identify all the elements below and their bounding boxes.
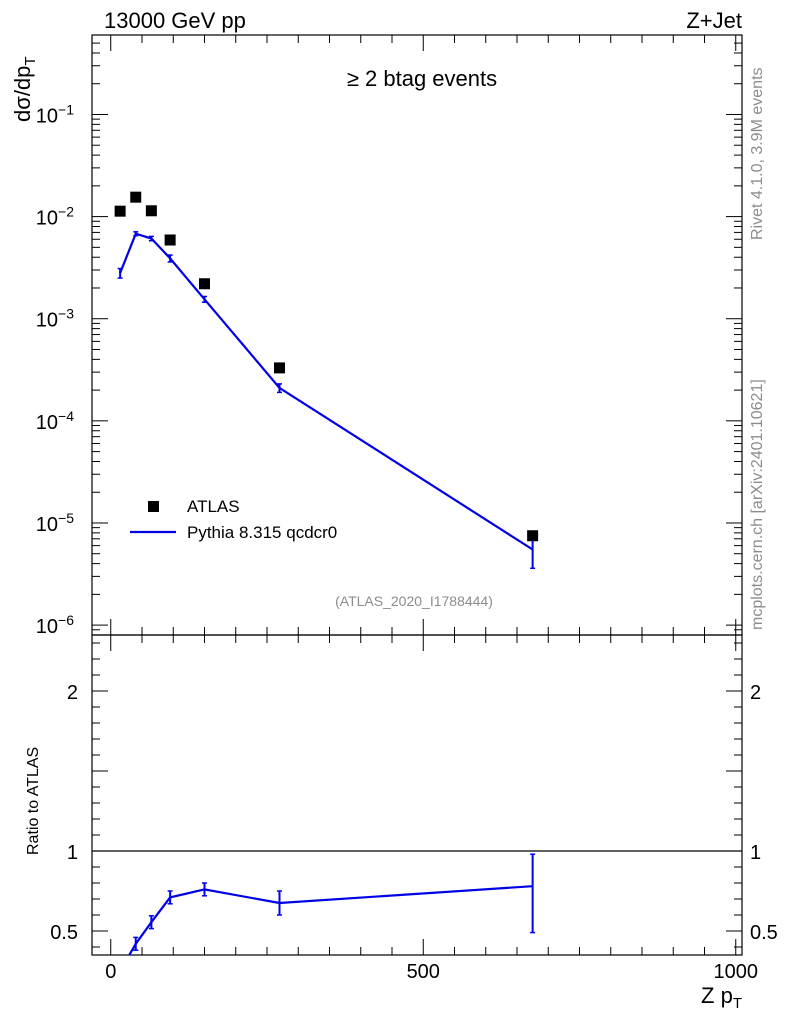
ratio-ylabel: Ratio to ATLAS [25,747,42,855]
header-energy: 13000 GeV pp [104,8,246,33]
ratio-tick-label-right: 0.5 [750,922,778,944]
atlas-point [114,205,126,217]
header-process: Z+Jet [686,8,742,33]
x-tick-label: 1000 [714,961,759,983]
y-tick-label: 10−1 [36,102,74,128]
x-ticks: 0 500 1000 [105,35,758,983]
ratio-tick-label-left: 2 [67,682,78,704]
y-tick-label: 10−4 [36,408,74,434]
ratio-series-clipped [128,853,536,955]
analysis-watermark: (ATLAS_2020_I1788444) [335,593,493,609]
ratio-tick-label-right: 1 [750,842,761,864]
legend-label-pythia: Pythia 8.315 qcdcr0 [187,523,337,542]
main-ylabel: dσ/dpT [10,56,39,122]
y-tick-label: 10−6 [36,612,74,638]
legend-marker-atlas [148,501,159,512]
atlas-point [199,278,210,290]
plot-title: ≥ 2 btag events [347,66,497,91]
ratio-tick-label-right: 2 [750,682,761,704]
y-tick-label: 10−2 [36,204,74,230]
ratio-line [128,885,533,955]
atlas-point [130,191,142,203]
main-panel-frame [91,34,743,636]
atlas-point [145,205,157,217]
y-tick-label: 10−3 [36,306,74,332]
ratio-panel-frame [91,634,743,956]
y-tick-label: 10−5 [36,510,74,536]
ratio-series [128,853,536,955]
main-series [114,191,539,570]
ratio-tick-label-left: 0.5 [50,922,78,944]
pythia-line [119,232,534,551]
x-axis-label: Z pT [701,983,742,1012]
mcplots-info: mcplots.cern.ch [arXiv:2401.10621] [749,379,766,630]
x-tick-label: 500 [407,961,440,983]
x-tick-label: 0 [105,961,116,983]
legend-label-atlas: ATLAS [187,497,240,516]
legend: ATLAS Pythia 8.315 qcdcr0 [130,497,337,542]
atlas-point [527,530,539,542]
main-y-ticks: 10−6 10−5 10−4 10−3 10−2 10−1 [36,42,742,638]
ratio-y-ticks: 0.5 0.5 1 1 2 2 [50,642,778,948]
atlas-point [274,362,285,374]
rivet-info: Rivet 4.1.0, 3.9M events [749,67,766,240]
atlas-point [164,234,176,246]
ratio-tick-label-left: 1 [67,842,78,864]
